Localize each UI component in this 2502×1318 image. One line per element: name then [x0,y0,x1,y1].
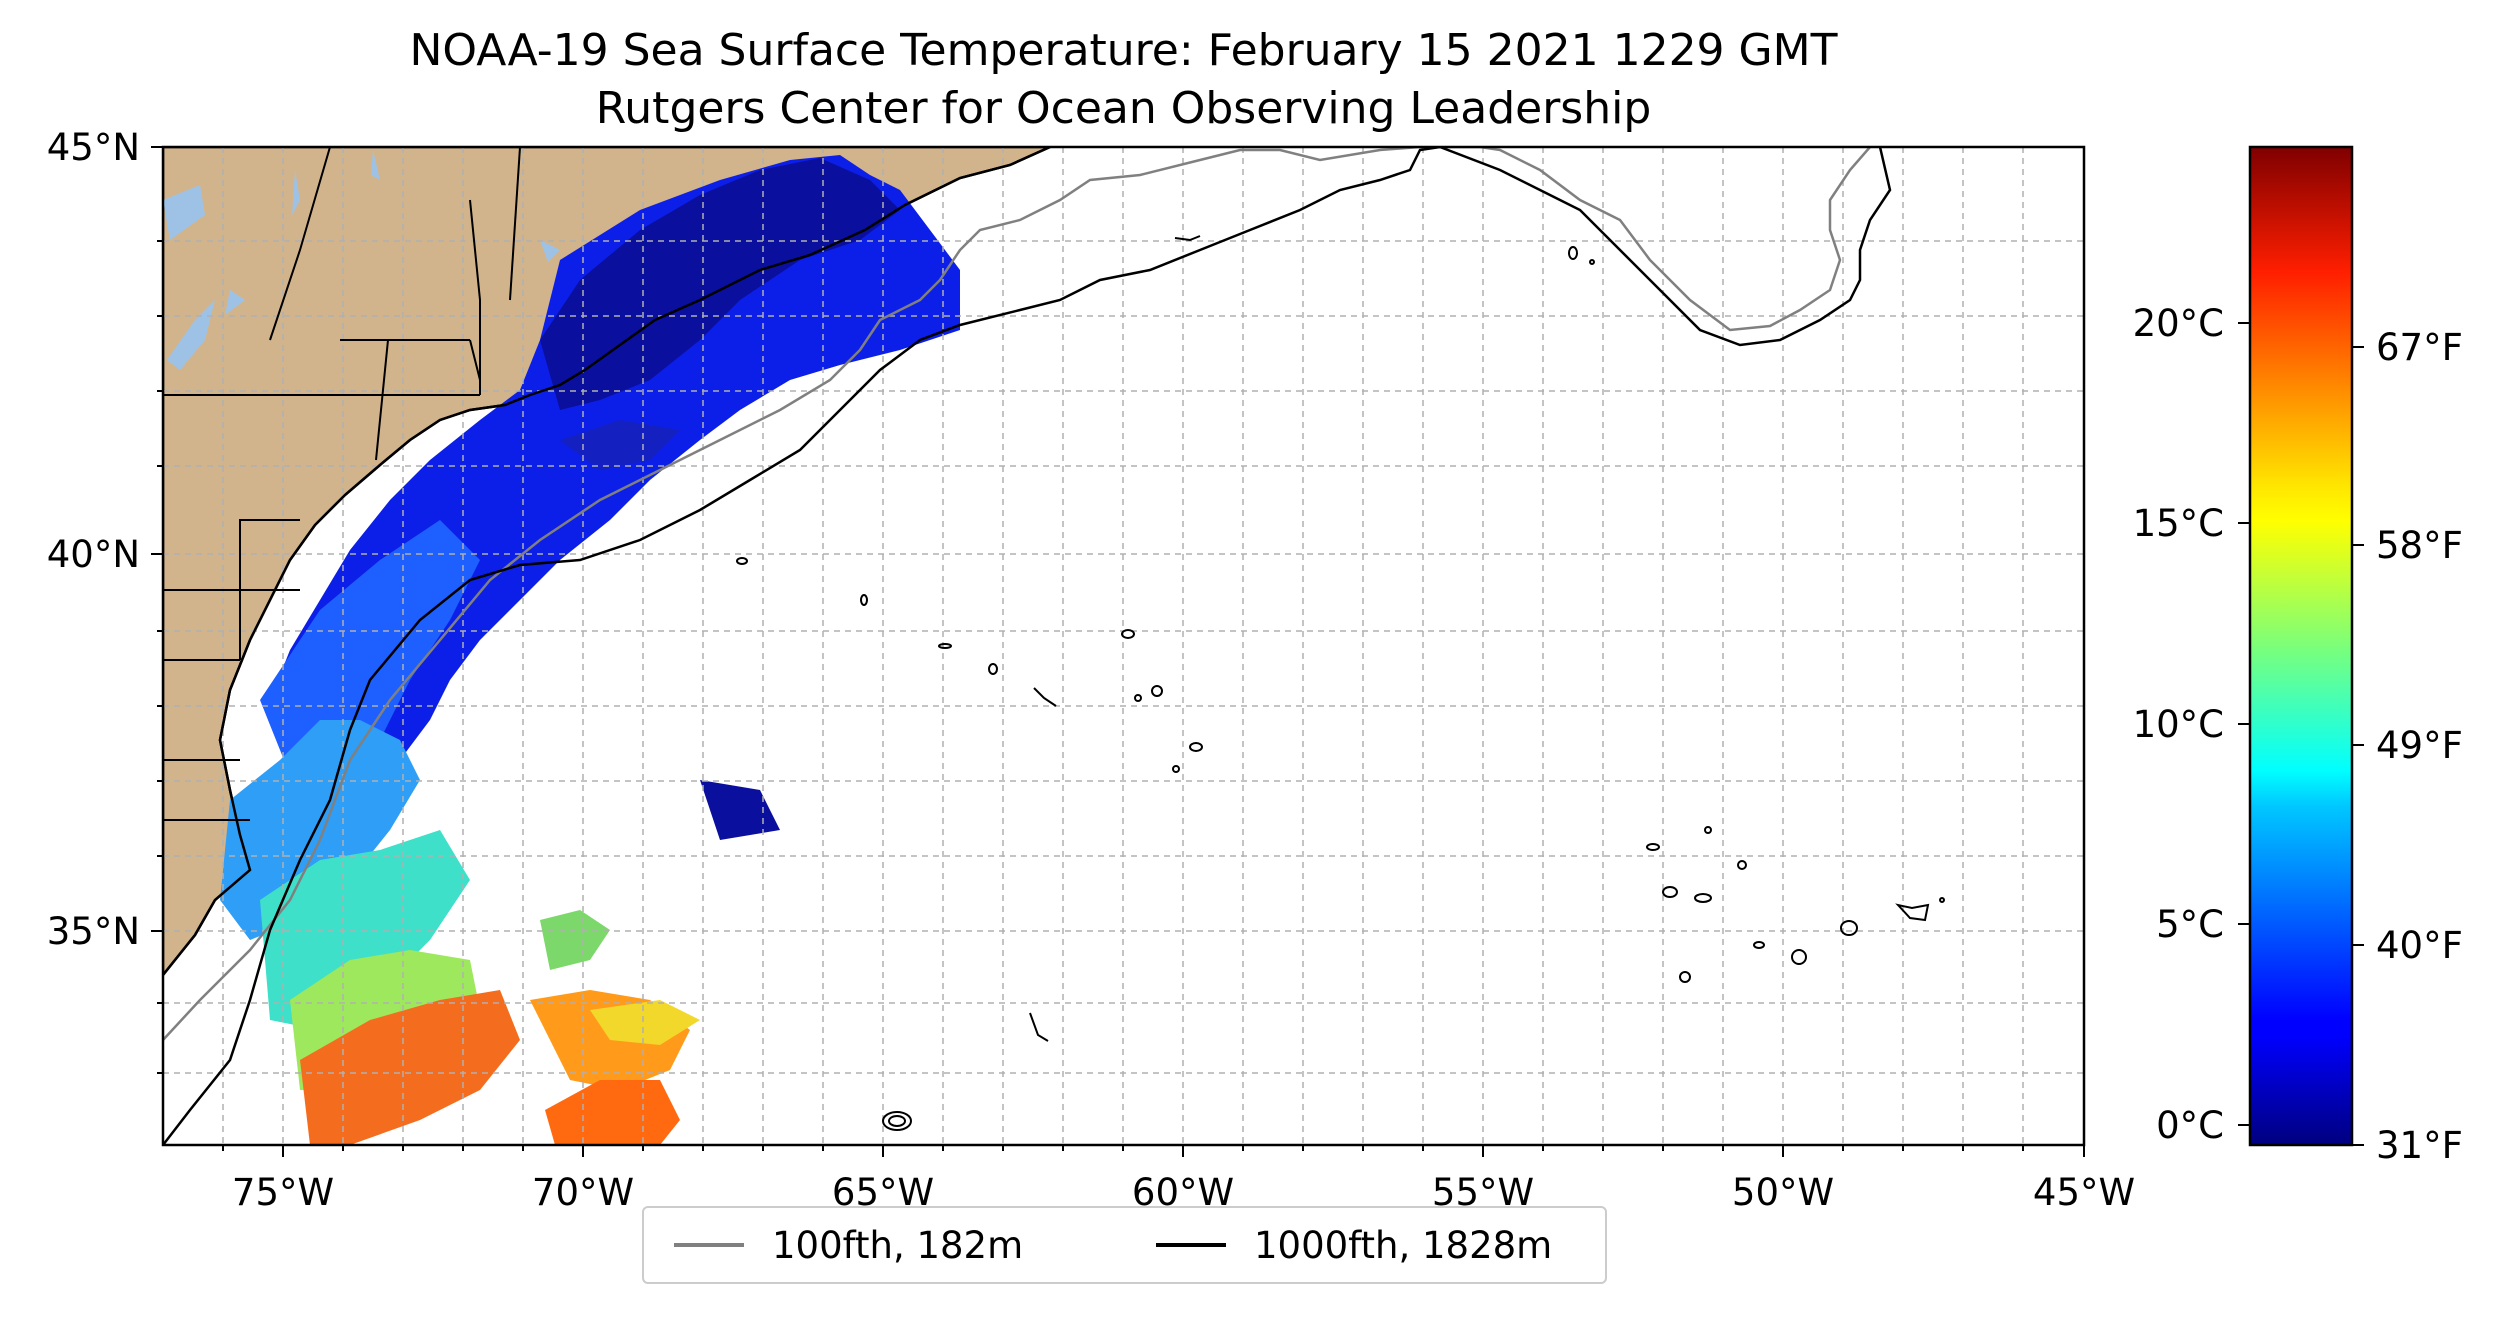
sst-coverage [220,155,960,1145]
colorbar-celsius-label: 20°C [2133,302,2224,345]
title-line-1: NOAA-19 Sea Surface Temperature: Februar… [409,25,1838,76]
legend-item-100fth: 100fth, 182m [674,1208,1023,1282]
axis-ticks [151,146,2085,1157]
title-line-2: Rutgers Center for Ocean Observing Leade… [595,83,1652,134]
x-tick-label: 75°W [232,1171,334,1214]
legend-swatch-gray [674,1243,744,1247]
y-tick-labels: 35°N 40°N 45°N [47,126,140,953]
x-tick-label: 45°W [2033,1171,2135,1214]
legend-swatch-black [1156,1243,1226,1247]
colorbar: 0°C 5°C 10°C 15°C 20°C 31°F 40°F 49°F 58… [2133,145,2463,1167]
colorbar-fahrenheit-label: 40°F [2376,924,2463,967]
y-tick-label: 40°N [47,533,140,576]
colorbar-gradient [2248,145,2354,1147]
colorbar-fahrenheit-label: 31°F [2376,1124,2463,1167]
seamounts [736,235,1945,1131]
colorbar-celsius-label: 0°C [2156,1104,2224,1147]
legend-label: 100fth, 182m [772,1223,1024,1267]
map-title: NOAA-19 Sea Surface Temperature: Februar… [163,22,2084,138]
legend-item-1000fth: 1000fth, 1828m [1156,1208,1552,1282]
coastline [163,147,1051,976]
map-area[interactable] [163,147,2084,1145]
x-tick-label: 70°W [532,1171,634,1214]
colorbar-celsius-label: 15°C [2133,502,2224,545]
contour-100fth [163,147,1871,1041]
y-tick-label: 35°N [47,910,140,953]
legend-label: 1000fth, 1828m [1254,1223,1553,1267]
colorbar-fahrenheit-label: 49°F [2376,724,2463,767]
x-tick-label: 50°W [1732,1171,1834,1214]
colorbar-celsius-label: 5°C [2156,903,2224,946]
contour-1000fth [163,147,1892,1145]
colorbar-celsius-label: 10°C [2133,703,2224,746]
lakes [163,150,560,370]
colorbar-fahrenheit-label: 58°F [2376,524,2463,567]
y-tick-label: 45°N [47,126,140,169]
gridlines [163,147,2084,1145]
colorbar-fahrenheit-label: 67°F [2376,326,2463,369]
legend: 100fth, 182m 1000fth, 1828m [642,1206,1607,1284]
state-borders [163,147,521,821]
